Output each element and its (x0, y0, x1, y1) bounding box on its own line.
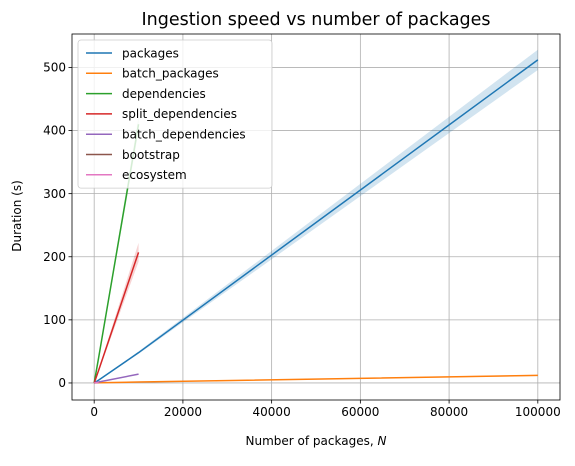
legend-label-split_dependencies: split_dependencies (122, 107, 237, 121)
x-tick-label-3: 60000 (341, 405, 379, 419)
plot-area: 0 20000 40000 60000 80000 100000 0 100 200 300 400… (43, 34, 561, 419)
y-tick-label-5: 500 (43, 61, 66, 75)
x-tick-label-0: 0 (90, 405, 98, 419)
legend-label-packages: packages (122, 46, 179, 60)
y-tick-label-1: 100 (43, 313, 66, 327)
x-tick-label-4: 80000 (430, 405, 468, 419)
x-tick-label-5: 100000 (515, 405, 561, 419)
x-axis-label-text: Number of packages, (246, 434, 378, 448)
y-tick-label-0: 0 (58, 376, 66, 390)
y-axis-label: Duration (s) (10, 180, 24, 252)
legend-label-batch_packages: batch_packages (122, 67, 219, 81)
y-tick-label-2: 200 (43, 250, 66, 264)
y-tick-label-3: 300 (43, 187, 66, 201)
series-line-ecosystem (94, 382, 98, 383)
legend-label-dependencies: dependencies (122, 87, 206, 101)
y-tick-label-4: 400 (43, 124, 66, 138)
legend: packages batch_packages dependencies split_… (78, 40, 272, 188)
chart-title: Ingestion speed vs number of packages (141, 10, 490, 30)
legend-label-batch_dependencies: batch_dependencies (122, 128, 246, 142)
x-tick-label-1: 20000 (164, 405, 202, 419)
legend-label-ecosystem: ecosystem (122, 168, 187, 182)
x-axis-label: Number of packages, N (246, 434, 387, 448)
x-axis-label-variable: N (377, 434, 386, 448)
legend-label-bootstrap: bootstrap (122, 148, 180, 162)
x-tick-label-2: 40000 (253, 405, 291, 419)
